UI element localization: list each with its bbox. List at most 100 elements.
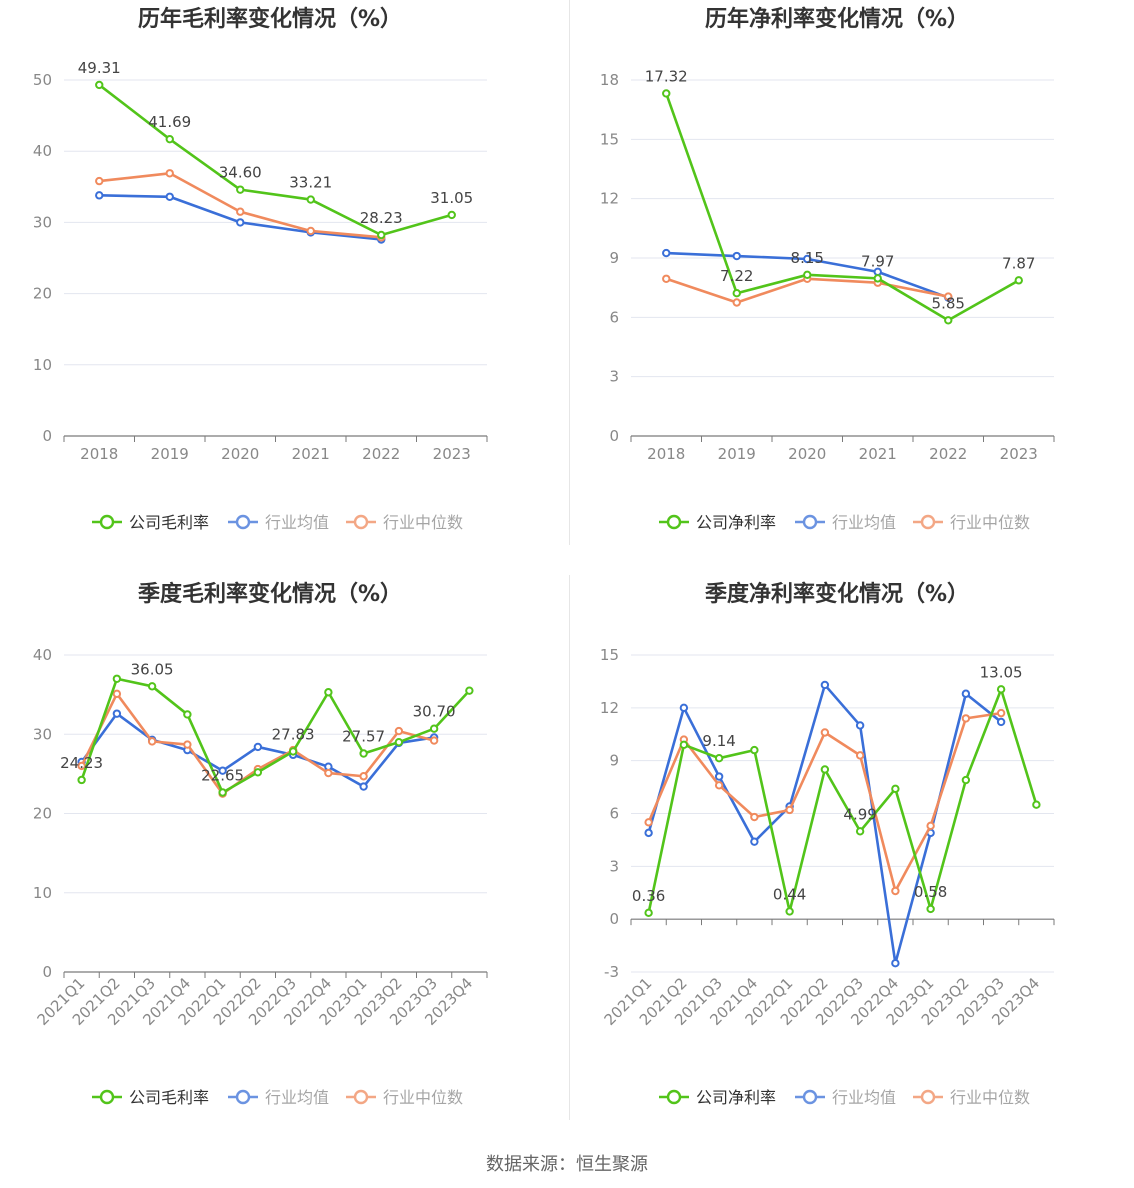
chart-title: 季度毛利率变化情况（%） [138, 581, 402, 607]
data-point-company [785, 907, 794, 916]
data-point-median [306, 226, 315, 236]
y-tick-label: 6 [609, 805, 619, 823]
legend-marker [99, 1089, 115, 1105]
data-point-avg [732, 251, 741, 261]
data-point-company [732, 289, 741, 298]
legend-marker [802, 514, 818, 530]
data-point-median [236, 207, 245, 216]
y-tick-label: 0 [42, 427, 52, 445]
data-point-median [183, 740, 192, 749]
data-point-avg [95, 191, 104, 200]
data-point-company [447, 210, 456, 220]
legend-marker [802, 1089, 818, 1105]
data-point-company [891, 784, 900, 794]
data-label: 49.31 [78, 59, 121, 77]
legend-item-median: 行业中位数 [913, 1088, 1030, 1107]
data-label: 27.83 [272, 725, 315, 743]
legend-marker [353, 514, 369, 530]
data-point-company [662, 89, 671, 98]
data-source: 数据来源：恒生聚源 [486, 1154, 648, 1175]
legend-label: 行业均值 [265, 513, 329, 532]
data-point-median [324, 768, 333, 778]
data-point-company [236, 185, 245, 194]
y-tick-label: 10 [33, 356, 52, 374]
data-point-company [1014, 276, 1023, 285]
y-tick-label: 50 [33, 71, 52, 89]
divider-top [569, 0, 570, 545]
y-tick-label: 15 [600, 646, 619, 664]
data-point-company [1032, 800, 1041, 809]
x-tick-label: 2018 [647, 445, 685, 463]
data-point-company [394, 737, 404, 747]
y-tick-label: 10 [33, 884, 52, 902]
legend-marker [920, 1089, 936, 1105]
data-point-median [820, 728, 830, 737]
legend-marker [235, 514, 251, 530]
data-point-median [359, 772, 368, 781]
data-point-company [803, 270, 812, 280]
quarterly-gross-margin-chart: 季度毛利率变化情况（%）0102030402021Q12021Q22021Q32… [33, 581, 488, 1107]
data-point-company [306, 195, 315, 204]
data-point-median [165, 169, 174, 178]
y-tick-label: 0 [609, 910, 619, 928]
legend-label: 公司净利率 [696, 513, 776, 532]
x-tick-label: 2018 [80, 445, 118, 463]
legend-item-avg: 行业均值 [795, 1088, 896, 1107]
series-line-company [80, 677, 471, 794]
data-point-company [644, 908, 653, 918]
data-point-company [165, 134, 174, 144]
data-point-median [750, 812, 759, 822]
legend-marker [666, 514, 682, 530]
x-tick-label: 2022 [929, 445, 967, 463]
data-point-company [112, 674, 122, 683]
data-point-company [926, 904, 935, 914]
data-point-median [855, 751, 865, 760]
data-point-avg [253, 742, 263, 752]
data-point-avg [679, 703, 689, 713]
data-point-avg [961, 689, 971, 698]
series-line-company [98, 83, 453, 237]
y-tick-label: 20 [33, 285, 52, 303]
data-point-median [147, 737, 157, 746]
data-point-median [429, 736, 439, 745]
data-point-median [961, 714, 971, 723]
legend-marker [353, 1089, 369, 1105]
series-line-company [665, 93, 1020, 322]
y-tick-label: 12 [600, 699, 619, 717]
x-tick-label: 2020 [221, 445, 259, 463]
legend-item-company: 公司毛利率 [92, 1088, 209, 1107]
data-point-avg [803, 254, 812, 264]
data-label: 24.23 [60, 754, 103, 772]
series-line-median [99, 171, 382, 239]
x-tick-label: 2023 [433, 445, 471, 463]
x-tick-label: 2022 [362, 445, 400, 463]
data-point-company [324, 688, 333, 697]
data-label: 13.05 [980, 663, 1023, 681]
y-tick-label: 0 [609, 427, 619, 445]
annual-net-margin-chart: 历年净利率变化情况（%） 0 3 6 9 12 15 18 2018 2019 2020 2021 20… [600, 6, 1055, 532]
y-tick-label: 12 [600, 190, 619, 208]
series-line-company [647, 688, 1038, 914]
data-point-company [253, 768, 263, 777]
data-label: 0.58 [914, 883, 947, 901]
data-point-avg [891, 958, 900, 968]
data-point-avg [714, 772, 724, 781]
legend-item-company: 公司净利率 [659, 1088, 776, 1107]
y-tick-label: 30 [33, 725, 52, 743]
data-label: 41.69 [148, 113, 191, 131]
data-point-avg [662, 248, 671, 258]
data-label: 0.36 [632, 887, 665, 905]
data-label: 27.57 [342, 728, 385, 746]
y-tick-label: -3 [604, 963, 619, 981]
data-label: 8.15 [791, 249, 824, 267]
data-point-avg [644, 828, 653, 838]
y-tick-label: 20 [33, 805, 52, 823]
data-point-company [77, 775, 86, 785]
data-point-avg [165, 192, 174, 201]
data-label: 28.23 [360, 209, 403, 227]
y-tick-label: 15 [600, 130, 619, 148]
x-tick-label: 2023 [1000, 445, 1038, 463]
data-label: 22.65 [201, 766, 244, 784]
data-point-company [95, 80, 104, 90]
legend-marker [235, 1089, 251, 1105]
